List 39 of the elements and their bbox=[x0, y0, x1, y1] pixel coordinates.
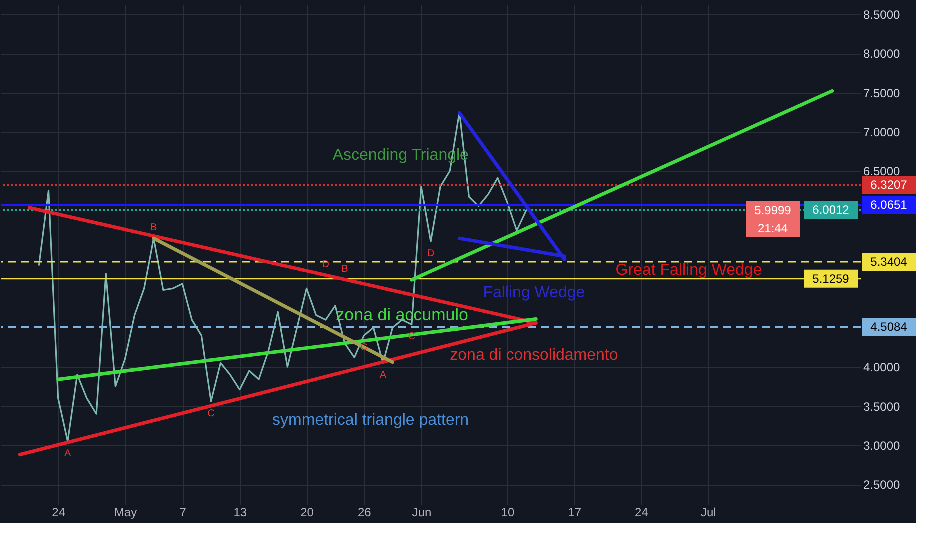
annotation: D bbox=[322, 259, 330, 270]
ref-line-label: 5.3404 bbox=[870, 255, 908, 270]
annotation: Falling Wedge bbox=[483, 284, 586, 302]
y-tick-label: 3.0000 bbox=[864, 438, 901, 453]
x-tick-label: May bbox=[114, 506, 138, 520]
ref-line-label: 5.9999 bbox=[754, 203, 792, 218]
x-tick-label: 13 bbox=[234, 506, 248, 520]
y-tick-label: 3.5000 bbox=[864, 400, 901, 414]
x-tick-label: 20 bbox=[300, 506, 314, 520]
annotation: symmetrical triangle pattern bbox=[272, 412, 470, 429]
annotation: zona di consolidamento bbox=[450, 347, 618, 364]
y-tick-label: 6.5000 bbox=[864, 164, 901, 179]
y-tick-label: 2.5000 bbox=[864, 478, 901, 492]
x-tick-label: 24 bbox=[635, 506, 649, 520]
x-tick-label: 26 bbox=[358, 506, 372, 520]
ref-line-label: 6.0012 bbox=[812, 203, 850, 218]
annotation: B bbox=[150, 222, 158, 234]
annotation: C bbox=[208, 408, 215, 420]
x-tick-label: Jul bbox=[700, 506, 716, 520]
annotation: D bbox=[427, 248, 435, 260]
x-tick-label: Jun bbox=[412, 506, 432, 520]
annotation: A bbox=[64, 448, 72, 460]
ref-line-label: 4.5084 bbox=[870, 320, 908, 334]
y-tick-label: 4.0000 bbox=[864, 360, 901, 375]
x-tick-label: 24 bbox=[52, 506, 66, 520]
x-tick-label: 7 bbox=[180, 506, 187, 520]
x-tick-label: 17 bbox=[568, 506, 582, 520]
ref-line-label: 5.1259 bbox=[812, 272, 850, 286]
y-tick-label: 8.5000 bbox=[864, 8, 901, 22]
annotation: B bbox=[342, 264, 349, 276]
ref-line-label: 6.0651 bbox=[870, 198, 908, 212]
ref-line-label: 6.3207 bbox=[870, 178, 908, 192]
annotation: A bbox=[380, 370, 387, 382]
annotation: Great Falling Wedge bbox=[616, 262, 762, 279]
annotation: 21:44 bbox=[758, 221, 788, 236]
x-tick-label: 10 bbox=[501, 506, 515, 520]
y-tick-label: 8.0000 bbox=[864, 47, 901, 62]
y-tick-label: 7.0000 bbox=[864, 125, 901, 140]
y-tick-label: 7.5000 bbox=[864, 86, 901, 100]
